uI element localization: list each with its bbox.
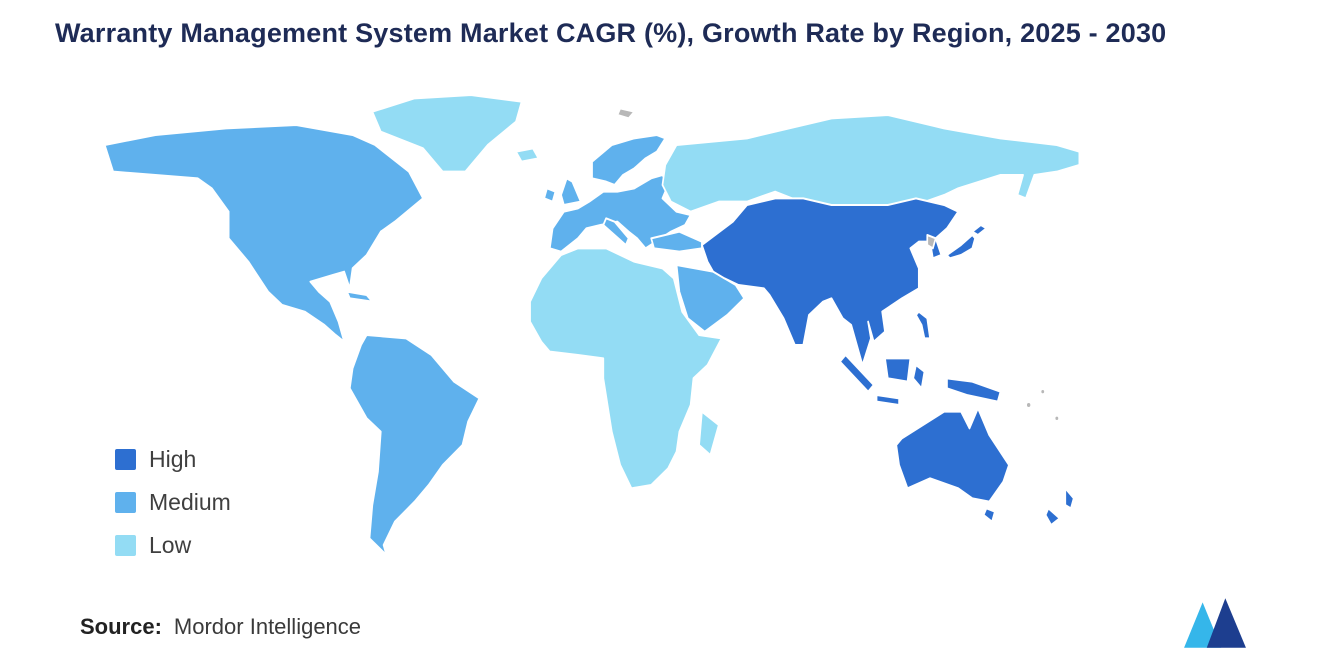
legend-item-medium: Medium <box>115 489 231 516</box>
source-name: Mordor Intelligence <box>173 614 362 639</box>
region-borneo <box>884 357 912 383</box>
region-cuba <box>346 290 374 303</box>
region-turkey <box>650 230 703 253</box>
legend-label-medium: Medium <box>149 489 231 515</box>
legend-item-low: Low <box>115 532 231 559</box>
region-south-america <box>348 334 481 556</box>
mordor-intelligence-logo-icon <box>1184 598 1246 648</box>
region-uk <box>560 177 582 206</box>
region-tasmania <box>982 507 996 523</box>
legend-swatch-medium <box>115 492 136 513</box>
region-japan-honshu <box>946 234 976 260</box>
region-africa <box>529 247 723 490</box>
region-madagascar <box>698 410 720 457</box>
region-japan-hokkaido <box>971 224 988 236</box>
region-new-zealand-north <box>1064 487 1075 510</box>
region-australia <box>895 407 1010 503</box>
region-italy <box>602 217 630 246</box>
region-new-zealand-south <box>1044 507 1061 526</box>
region-russia <box>661 114 1081 213</box>
region-svalbard <box>616 107 636 120</box>
page-title: Warranty Management System Market CAGR (… <box>55 18 1167 48</box>
region-north-korea <box>926 234 937 250</box>
legend-item-high: High <box>115 446 231 473</box>
region-asia <box>701 197 960 367</box>
region-scandinavia <box>591 134 667 186</box>
region-ireland <box>543 187 557 203</box>
source-label: Source: <box>80 614 162 639</box>
legend: High Medium Low <box>115 446 231 559</box>
region-europe <box>548 174 692 253</box>
pacific-island-icon <box>1039 387 1046 396</box>
region-north-america <box>103 124 424 343</box>
region-greenland <box>371 94 523 173</box>
legend-swatch-low <box>115 535 136 556</box>
legend-label-high: High <box>149 446 197 472</box>
region-new-guinea <box>946 377 1002 403</box>
region-sumatra <box>839 354 875 393</box>
logo-right-shape <box>1206 598 1246 648</box>
legend-swatch-high <box>115 449 136 470</box>
world-map-svg <box>103 94 1081 556</box>
pacific-island-icon <box>1025 400 1033 409</box>
region-iceland <box>515 147 540 163</box>
region-sulawesi <box>912 364 926 390</box>
region-java <box>875 394 900 407</box>
pacific-island-icon <box>1053 414 1060 422</box>
world-map <box>85 85 1085 565</box>
source-line: Source: Mordor Intelligence <box>80 614 361 640</box>
region-philippines <box>915 310 931 340</box>
legend-label-low: Low <box>149 532 192 558</box>
